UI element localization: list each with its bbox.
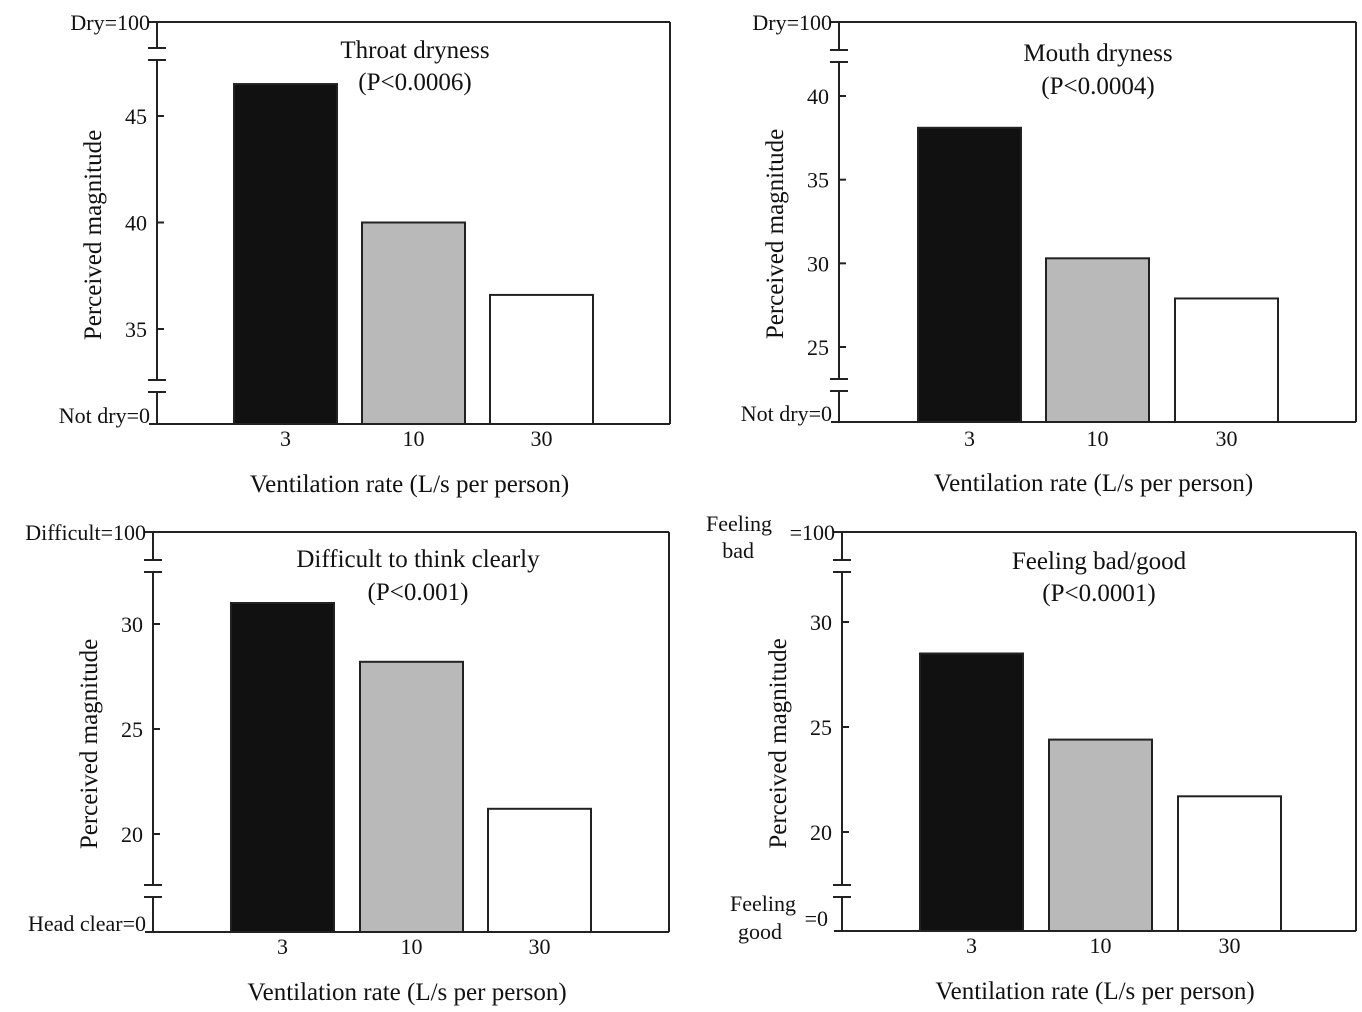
x-tick-label: 3 [964,426,975,451]
bar-3 [233,83,338,426]
y-top-anchor-label-word: Feeling [706,511,772,536]
y-tick-label: 35 [807,168,829,193]
y-tick-label: 45 [125,104,147,129]
y-tick-label: 20 [810,820,832,845]
x-tick-label: 10 [401,934,423,959]
x-tick-label: 30 [531,426,553,451]
x-tick-label: 30 [529,934,551,959]
y-tick-label: 25 [810,715,832,740]
chart-title: Feeling bad/good [1012,548,1187,575]
x-tick-label: 30 [1216,426,1238,451]
x-tick-label: 3 [966,933,977,958]
y-tick-label: 25 [807,335,829,360]
y-tick-label: 40 [807,84,829,109]
y-top-anchor-label-word2: bad [722,538,754,563]
y-top-anchor-value: =100 [790,520,835,545]
chart-subtitle: (P<0.0001) [1042,580,1155,607]
y-bottom-anchor-label: Not dry=0 [59,403,150,428]
y-tick-label: 20 [121,822,143,847]
bar-10 [1048,738,1153,932]
y-bottom-anchor-label-word: Feeling [730,891,796,916]
chart-subtitle: (P<0.0006) [358,69,471,96]
y-top-anchor-label: Dry=100 [752,10,832,35]
x-axis-label: Ventilation rate (L/s per person) [250,471,569,498]
x-tick-label: 10 [403,426,425,451]
bar-30 [487,807,592,933]
y-tick-label: 30 [807,251,829,276]
chart-title: Throat dryness [340,37,489,64]
x-tick-label: 30 [1219,933,1241,958]
bar-3 [919,652,1024,932]
y-axis-label: Perceived magnitude [80,130,107,340]
bar-3 [917,126,1022,423]
y-top-anchor-label: Difficult=100 [25,520,146,545]
chart-panel-2: 25 30 35 40 Dry=100 Not dry=0 3 10 30 Mouth dryne… [741,10,1357,497]
bar-30 [1174,297,1279,423]
y-bottom-anchor-value: =0 [805,906,828,931]
x-tick-label: 3 [280,426,291,451]
bar-10 [359,660,464,933]
y-bottom-anchor-label: Not dry=0 [741,401,832,426]
y-tick-label: 40 [125,211,147,236]
y-bottom-anchor-label-word2: good [738,919,782,944]
chart-subtitle: (P<0.001) [368,579,469,606]
chart-title: Difficult to think clearly [296,546,540,573]
bar-30 [489,293,594,426]
bar-10 [1045,257,1150,423]
bar-3 [230,602,335,933]
y-tick-label: 30 [810,610,832,635]
x-tick-label: 10 [1087,426,1109,451]
chart-panel-3: 20 25 30 Difficult=100 Head clear=0 3 10 30 Diff… [25,520,670,1006]
chart-title: Mouth dryness [1023,40,1172,67]
x-axis-label: Ventilation rate (L/s per person) [935,978,1254,1005]
x-tick-label: 3 [277,934,288,959]
chart-subtitle: (P<0.0004) [1041,73,1154,100]
chart-panel-1: 35 40 45 Dry=100 Not dry=0 3 10 30 Throat drynes… [59,10,671,498]
y-tick-label: 35 [125,317,147,342]
x-axis-label: Ventilation rate (L/s per person) [247,979,566,1006]
y-axis-label: Perceived magnitude [76,639,103,849]
y-tick-label: 30 [121,612,143,637]
x-tick-label: 10 [1090,933,1112,958]
x-axis-label: Ventilation rate (L/s per person) [934,470,1253,497]
y-axis-label: Perceived magnitude [762,129,789,339]
y-axis-label: Perceived magnitude [765,638,792,848]
y-tick-label: 25 [121,717,143,742]
y-top-anchor-label: Dry=100 [70,10,150,35]
bar-10 [361,221,466,425]
y-bottom-anchor-label: Head clear=0 [28,911,146,936]
bar-30 [1177,795,1282,932]
